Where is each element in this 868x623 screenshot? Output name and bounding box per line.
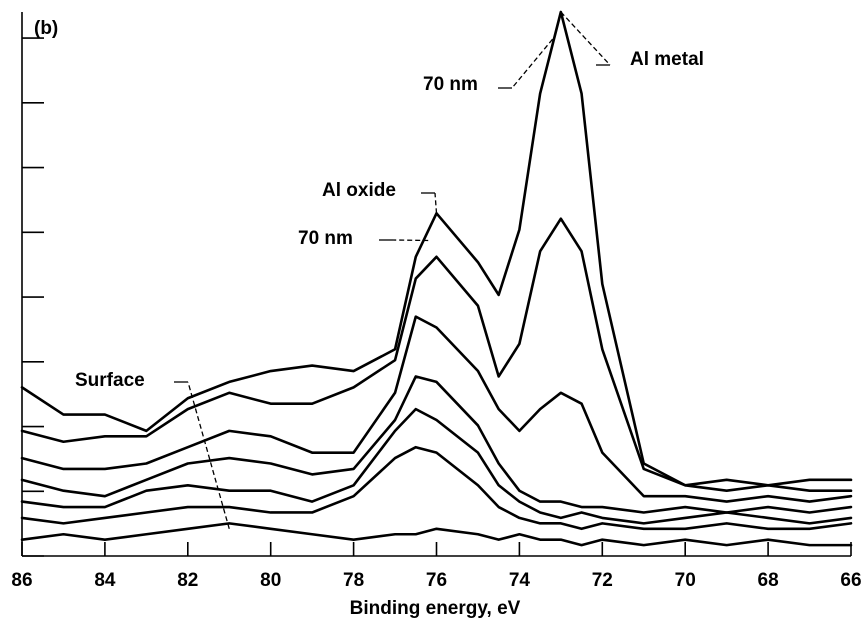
annotation-label: Al oxide (322, 180, 396, 201)
spectrum-line (20, 375, 853, 514)
series-group (20, 10, 853, 547)
annotation-label: 70 nm (298, 228, 353, 249)
x-tick-label: 72 (592, 570, 613, 591)
x-tick-label: 74 (509, 570, 531, 591)
panel-label: (b) (34, 18, 58, 39)
spectrum-line (20, 445, 853, 531)
axes: 86 84 82 80 78 76 74 72 70 68 66 (11, 12, 862, 591)
x-tick-label: 66 (840, 570, 861, 591)
x-axis-title: Binding energy, eV (350, 598, 521, 619)
x-tick-label: 78 (343, 570, 364, 591)
spectrum-line (20, 315, 853, 503)
annotation-leader (511, 38, 554, 89)
spectrum-line (20, 522, 853, 547)
annotation-label: Surface (75, 370, 145, 391)
x-tick-label: 76 (426, 570, 447, 591)
spectrum-line (20, 217, 853, 493)
x-tick-label: 68 (758, 570, 779, 591)
x-tick-label: 84 (94, 570, 116, 591)
annotation-leader (560, 11, 611, 66)
annotation-label: 70 nm (423, 74, 478, 95)
annotation-leader (434, 192, 438, 214)
spectrum-line (20, 407, 853, 525)
x-tick-label: 82 (177, 570, 198, 591)
annotations-group: Al metal 70 nm Al oxide 70 nm Surface (75, 11, 704, 529)
annotation-label: Al metal (630, 49, 704, 70)
x-tick-label: 80 (260, 570, 281, 591)
x-tick-label: 70 (675, 570, 696, 591)
annotation-leader (187, 381, 230, 529)
x-tick-label: 86 (11, 570, 32, 591)
